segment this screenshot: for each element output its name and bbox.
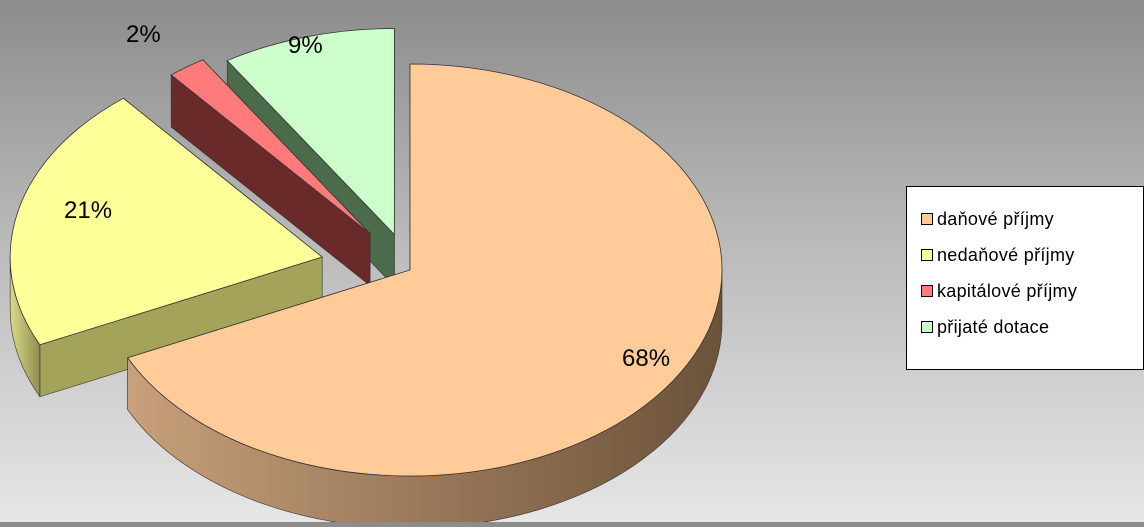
legend-swatch — [921, 285, 933, 297]
slice-3 — [226, 28, 395, 236]
legend-swatch — [921, 213, 933, 225]
legend-label: přijaté dotace — [937, 316, 1050, 337]
legend-label: nedaňové příjmy — [937, 244, 1075, 265]
slice-label-3: 9% — [288, 32, 323, 59]
legend-item: kapitálové příjmy — [921, 273, 1143, 309]
slice-label-2: 2% — [126, 21, 161, 48]
legend-swatch — [921, 321, 933, 333]
legend-item: přijaté dotace — [921, 309, 1143, 345]
legend-label: daňové příjmy — [937, 208, 1054, 229]
slice-label-0: 68% — [622, 345, 670, 372]
slice-label-1: 21% — [64, 197, 112, 224]
legend-label: kapitálové příjmy — [937, 280, 1078, 301]
slice-2 — [170, 59, 371, 234]
slice-0 — [127, 63, 723, 477]
chart-legend: daňové příjmy nedaňové příjmy kapitálové p… — [906, 186, 1144, 370]
legend-item: daňové příjmy — [921, 201, 1143, 237]
slice-1 — [9, 97, 324, 346]
legend-item: nedaňové příjmy — [921, 237, 1143, 273]
legend-swatch — [921, 249, 933, 261]
